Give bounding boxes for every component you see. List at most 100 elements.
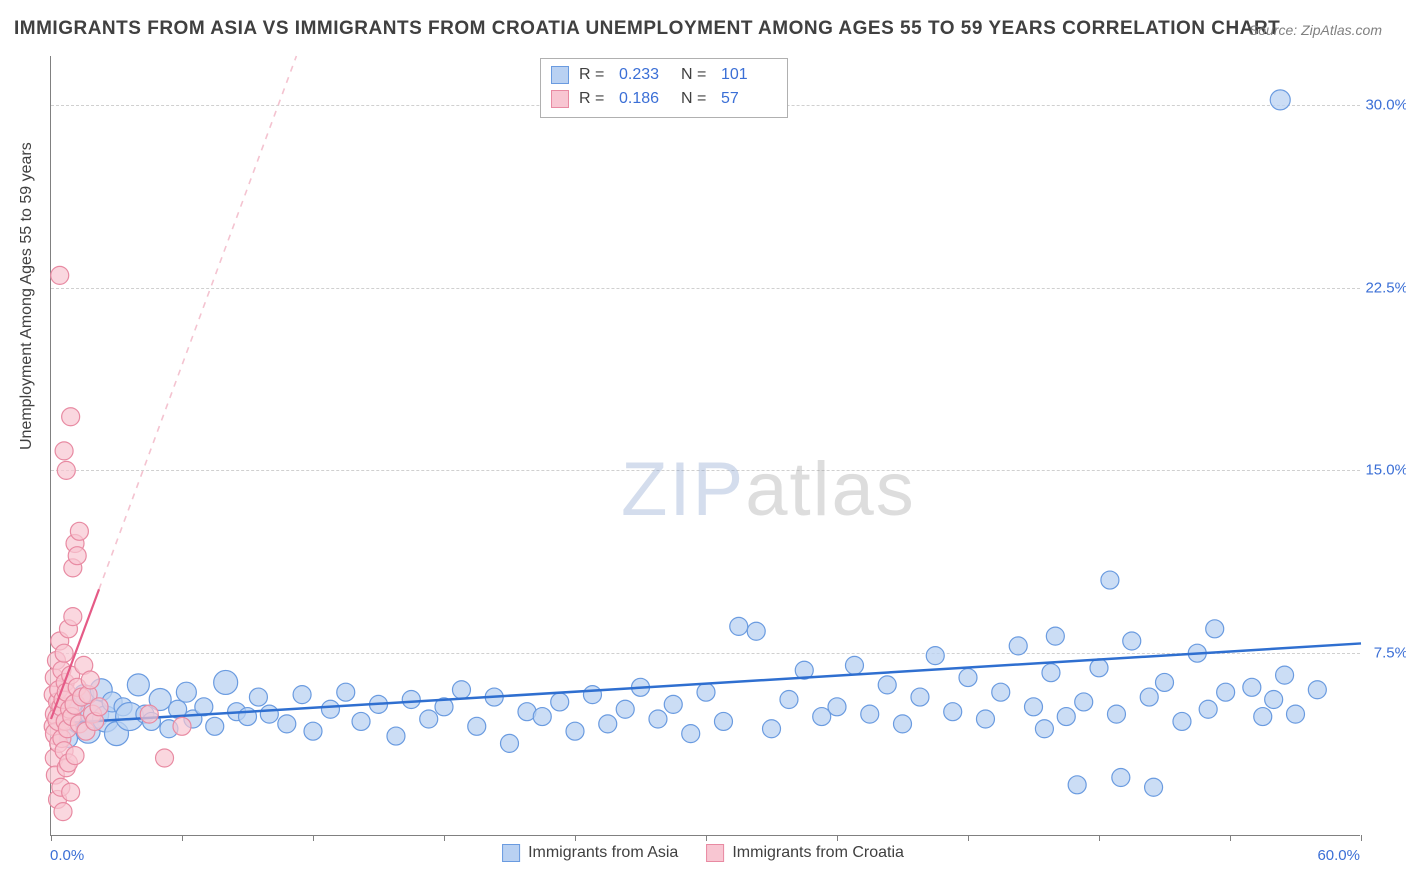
data-point xyxy=(1270,90,1290,110)
x-tick-mark xyxy=(444,835,445,841)
x-tick-mark xyxy=(706,835,707,841)
data-point xyxy=(616,700,634,718)
data-point xyxy=(387,727,405,745)
data-point xyxy=(730,617,748,635)
data-point xyxy=(70,522,88,540)
data-point xyxy=(304,722,322,740)
data-point xyxy=(1199,700,1217,718)
x-tick-mark xyxy=(313,835,314,841)
r-value: 0.186 xyxy=(619,87,671,111)
data-point xyxy=(90,698,108,716)
legend-swatch xyxy=(706,844,724,862)
data-point xyxy=(62,408,80,426)
data-point xyxy=(214,670,238,694)
data-point xyxy=(501,734,519,752)
data-point xyxy=(57,461,75,479)
data-point xyxy=(1068,776,1086,794)
legend-item: Immigrants from Asia xyxy=(502,844,678,862)
data-point xyxy=(583,686,601,704)
data-point xyxy=(176,682,196,702)
data-point xyxy=(1145,778,1163,796)
data-point xyxy=(55,644,73,662)
data-point xyxy=(1217,683,1235,701)
data-point xyxy=(1140,688,1158,706)
data-point xyxy=(649,710,667,728)
data-point xyxy=(813,708,831,726)
data-point xyxy=(1057,708,1075,726)
data-point xyxy=(878,676,896,694)
data-point xyxy=(62,783,80,801)
data-point xyxy=(468,717,486,735)
r-value: 0.233 xyxy=(619,63,671,87)
data-point xyxy=(894,715,912,733)
data-point xyxy=(1276,666,1294,684)
trend-line-dashed xyxy=(99,56,296,589)
data-point xyxy=(599,715,617,733)
n-label: N = xyxy=(681,63,711,87)
data-point xyxy=(64,608,82,626)
n-value: 57 xyxy=(721,87,773,111)
data-point xyxy=(1009,637,1027,655)
series-legend: Immigrants from Asia Immigrants from Croa… xyxy=(502,844,904,862)
x-tick-mark xyxy=(1099,835,1100,841)
data-point xyxy=(845,656,863,674)
data-point xyxy=(321,700,339,718)
data-point xyxy=(206,717,224,735)
data-point xyxy=(1156,673,1174,691)
y-tick-label: 15.0% xyxy=(1365,462,1406,479)
data-point xyxy=(54,803,72,821)
data-point xyxy=(1042,664,1060,682)
y-axis-title: Unemployment Among Ages 55 to 59 years xyxy=(18,142,36,450)
data-point xyxy=(861,705,879,723)
x-tick-mark xyxy=(575,835,576,841)
data-point xyxy=(959,669,977,687)
data-point xyxy=(1046,627,1064,645)
data-point xyxy=(682,725,700,743)
data-point xyxy=(1107,705,1125,723)
data-point xyxy=(566,722,584,740)
x-max-label: 60.0% xyxy=(1317,847,1360,864)
data-point xyxy=(533,708,551,726)
data-point xyxy=(249,688,267,706)
plot-area: ZIPatlas 7.5%15.0%22.5%30.0% xyxy=(50,56,1360,836)
stats-row: R =0.186N =57 xyxy=(551,87,773,111)
data-point xyxy=(55,442,73,460)
data-point xyxy=(51,266,69,284)
data-point xyxy=(1112,769,1130,787)
legend-swatch xyxy=(551,90,569,108)
data-point xyxy=(780,691,798,709)
data-point xyxy=(697,683,715,701)
data-point xyxy=(1254,708,1272,726)
data-point xyxy=(714,712,732,730)
data-point xyxy=(944,703,962,721)
data-point xyxy=(337,683,355,701)
x-tick-mark xyxy=(51,835,52,841)
data-point xyxy=(402,691,420,709)
data-point xyxy=(1075,693,1093,711)
data-point xyxy=(1265,691,1283,709)
data-point xyxy=(1090,659,1108,677)
legend-swatch xyxy=(551,66,569,84)
x-tick-mark xyxy=(1230,835,1231,841)
x-tick-mark xyxy=(837,835,838,841)
legend-swatch xyxy=(502,844,520,862)
data-point xyxy=(68,547,86,565)
data-point xyxy=(828,698,846,716)
source-label: Source: ZipAtlas.com xyxy=(1249,22,1382,38)
data-point xyxy=(992,683,1010,701)
legend-item: Immigrants from Croatia xyxy=(706,844,904,862)
data-point xyxy=(293,686,311,704)
data-point xyxy=(1287,705,1305,723)
data-point xyxy=(173,717,191,735)
data-point xyxy=(926,647,944,665)
x-min-label: 0.0% xyxy=(50,847,84,864)
data-point xyxy=(66,747,84,765)
n-label: N = xyxy=(681,87,711,111)
data-point xyxy=(81,671,99,689)
data-point xyxy=(1206,620,1224,638)
data-point xyxy=(420,710,438,728)
y-tick-label: 30.0% xyxy=(1365,96,1406,113)
data-point xyxy=(1123,632,1141,650)
legend-label: Immigrants from Asia xyxy=(528,844,678,862)
data-point xyxy=(976,710,994,728)
